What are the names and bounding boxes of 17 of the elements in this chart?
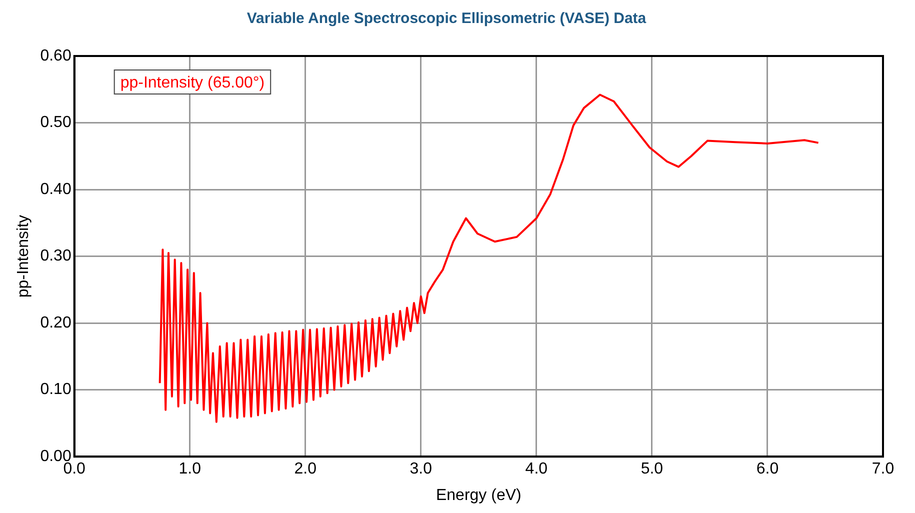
y-tick-label: 0.50 xyxy=(40,114,72,132)
chart-title: Variable Angle Spectroscopic Ellipsometric (VASE) Data xyxy=(246,10,647,28)
x-tick-label: 2.0 xyxy=(294,460,317,478)
y-tick-label: 0.20 xyxy=(40,314,72,332)
x-tick-label: 7.0 xyxy=(872,460,894,478)
x-axis-title: Energy (eV) xyxy=(436,486,522,504)
y-tick-label: 0.30 xyxy=(40,248,72,265)
y-tick-label: 0.10 xyxy=(40,381,72,398)
text: pp-Intensity (65.00°) xyxy=(120,74,265,92)
x-tick-label: 1.0 xyxy=(178,460,202,478)
y-axis-title: pp-Intensity xyxy=(15,214,32,298)
y-tick-label: 0.40 xyxy=(40,180,72,198)
x-tick-label: 5.0 xyxy=(640,460,664,478)
x-tick-label: 6.0 xyxy=(756,460,779,478)
y-tick-label: 0.60 xyxy=(40,47,72,64)
x-tick-label: 3.0 xyxy=(410,460,432,478)
x-tick-label: 4.0 xyxy=(525,460,548,478)
